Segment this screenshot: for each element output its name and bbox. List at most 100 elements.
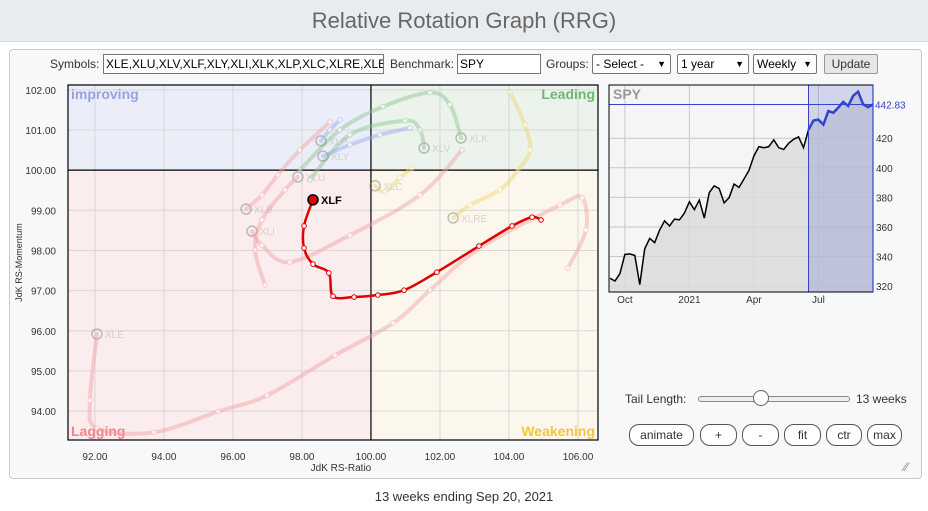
tail-point bbox=[287, 259, 293, 265]
tail-point bbox=[297, 147, 303, 153]
tail-point bbox=[397, 174, 403, 181]
benchmark-price-line bbox=[609, 129, 810, 285]
tail-point bbox=[330, 293, 336, 300]
symbols-input[interactable]: XLE,XLU,XLV,XLF,XLY,XLI,XLK,XLP,XLC,XLRE… bbox=[103, 54, 384, 74]
x-tick-label: 104.00 bbox=[494, 452, 525, 463]
head-marker-xlk bbox=[455, 132, 467, 144]
x-tick-label: 102.00 bbox=[425, 452, 456, 463]
tail-point bbox=[579, 195, 585, 201]
tail-xlf: XLF bbox=[301, 194, 544, 300]
tail-point bbox=[427, 287, 433, 294]
tail-point bbox=[417, 192, 423, 198]
tail-point bbox=[382, 189, 388, 195]
tail-line bbox=[252, 174, 300, 287]
x-tick-label: 92.00 bbox=[82, 452, 107, 463]
symbol-label-xly: XLY bbox=[331, 152, 349, 163]
tail-point bbox=[509, 223, 515, 229]
tail-line bbox=[87, 194, 589, 436]
x-axis-label: JdK RS-Ratio bbox=[311, 463, 372, 474]
tail-point bbox=[476, 243, 482, 249]
fit-button[interactable]: fit bbox=[784, 424, 821, 446]
head-marker-xlc bbox=[369, 180, 381, 192]
x-tick-label: 98.00 bbox=[289, 452, 314, 463]
tail-point bbox=[264, 392, 270, 399]
head-marker-xle bbox=[91, 328, 103, 340]
tail-point bbox=[515, 167, 521, 173]
chevron-down-icon: ▼ bbox=[657, 59, 666, 69]
tail-line bbox=[297, 90, 464, 173]
tail-point bbox=[507, 89, 513, 95]
tail-point bbox=[538, 217, 544, 223]
x-tick-label: 94.00 bbox=[151, 452, 176, 463]
frequency-select-value: Weekly bbox=[757, 57, 797, 71]
max-button[interactable]: max bbox=[867, 424, 902, 446]
tail-xlre: XLRE bbox=[447, 89, 533, 225]
groups-select[interactable]: - Select - ▼ bbox=[592, 54, 671, 74]
tail-point bbox=[282, 187, 288, 193]
tail-point bbox=[347, 142, 353, 148]
tail-point bbox=[529, 214, 535, 220]
period-select-value: 1 year bbox=[681, 57, 715, 71]
tail-line bbox=[249, 148, 465, 265]
tail-line bbox=[451, 89, 533, 220]
zoom-in-button[interactable]: + bbox=[700, 424, 737, 446]
tail-point bbox=[252, 247, 258, 253]
y-tick-label: 95.00 bbox=[31, 367, 56, 378]
tail-point bbox=[259, 192, 265, 198]
tail-point bbox=[297, 167, 303, 173]
tail-point bbox=[459, 147, 465, 153]
tail-point bbox=[375, 292, 381, 298]
tail-line bbox=[318, 117, 342, 143]
tail-point bbox=[337, 117, 343, 123]
y-tick-label: 99.00 bbox=[31, 206, 56, 217]
tail-point bbox=[427, 89, 433, 96]
page-title: Relative Rotation Graph (RRG) bbox=[311, 8, 617, 33]
head-marker-xly bbox=[317, 150, 329, 162]
tail-line bbox=[320, 125, 412, 159]
tail-line bbox=[307, 118, 427, 182]
frequency-select[interactable]: Weekly ▼ bbox=[753, 54, 817, 74]
tail-point bbox=[94, 425, 100, 432]
tail-point bbox=[447, 101, 453, 108]
zoom-out-button[interactable]: - bbox=[742, 424, 779, 446]
head-marker-xlu bbox=[292, 171, 304, 183]
benchmark-last-value: 442.83 bbox=[875, 100, 906, 111]
animate-button[interactable]: animate bbox=[629, 424, 694, 446]
tail-length-label: Tail Length: bbox=[625, 392, 687, 406]
tail-point bbox=[497, 187, 503, 193]
tail-length-slider[interactable] bbox=[698, 396, 850, 402]
quadrant-weakening bbox=[370, 170, 598, 440]
benchmark-input[interactable]: SPY bbox=[457, 54, 541, 74]
update-button[interactable]: Update bbox=[824, 54, 878, 74]
title-bar: Relative Rotation Graph (RRG) bbox=[0, 0, 928, 42]
quadrant-leading bbox=[370, 85, 598, 171]
tail-point bbox=[557, 202, 563, 208]
tail-point bbox=[301, 245, 307, 251]
resize-grip-icon[interactable]: ∕∕ bbox=[904, 460, 909, 474]
tail-point bbox=[347, 232, 353, 238]
chevron-down-icon: ▼ bbox=[735, 59, 744, 69]
tail-length-slider-thumb[interactable] bbox=[752, 390, 769, 406]
tail-point bbox=[527, 147, 533, 153]
head-marker-xlf bbox=[307, 194, 319, 206]
benchmark-highlight-region bbox=[808, 85, 873, 292]
period-select[interactable]: 1 year ▼ bbox=[677, 54, 749, 74]
tail-point bbox=[467, 202, 473, 208]
center-button[interactable]: ctr bbox=[826, 424, 862, 446]
tail-length-value: 13 weeks bbox=[856, 392, 907, 406]
y-axis-label: JdK RS-Momentum bbox=[14, 223, 24, 302]
benchmark-area bbox=[610, 91, 873, 293]
tail-point bbox=[274, 172, 281, 178]
head-marker-xlre bbox=[447, 212, 459, 224]
symbols-label: Symbols: bbox=[50, 57, 100, 71]
tail-point bbox=[259, 217, 265, 223]
benchmark-symbol-label: SPY bbox=[613, 86, 642, 102]
y-tick-label: 101.00 bbox=[25, 126, 56, 137]
tail-point bbox=[434, 269, 440, 275]
symbol-label-xlre: XLRE bbox=[461, 214, 487, 225]
tail-point bbox=[522, 121, 528, 128]
tail-line bbox=[373, 166, 415, 194]
quadrant-label-leading: Leading bbox=[541, 86, 595, 102]
symbol-label-xlb: XLB bbox=[254, 205, 273, 216]
